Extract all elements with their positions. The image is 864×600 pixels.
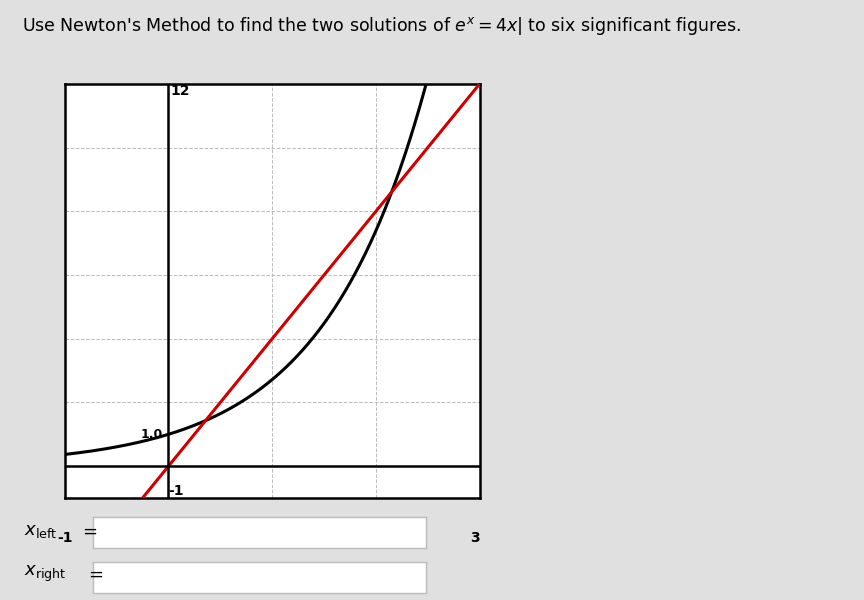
Text: -1: -1 xyxy=(57,531,73,545)
Text: $x_\mathrm{right}$: $x_\mathrm{right}$ xyxy=(24,564,67,584)
Text: Use Newton's Method to find the two solutions of $e^x = 4x$| to six significant : Use Newton's Method to find the two solu… xyxy=(22,15,741,37)
Text: 12: 12 xyxy=(170,84,190,98)
Text: -1: -1 xyxy=(168,484,184,498)
Text: 1.0: 1.0 xyxy=(141,428,163,441)
Text: $x_\mathrm{left}$: $x_\mathrm{left}$ xyxy=(24,522,58,540)
Text: 3: 3 xyxy=(470,531,480,545)
Text: $=$: $=$ xyxy=(79,522,98,540)
Text: $=$: $=$ xyxy=(85,565,104,583)
Text: 1.0: 1.0 xyxy=(260,531,284,545)
